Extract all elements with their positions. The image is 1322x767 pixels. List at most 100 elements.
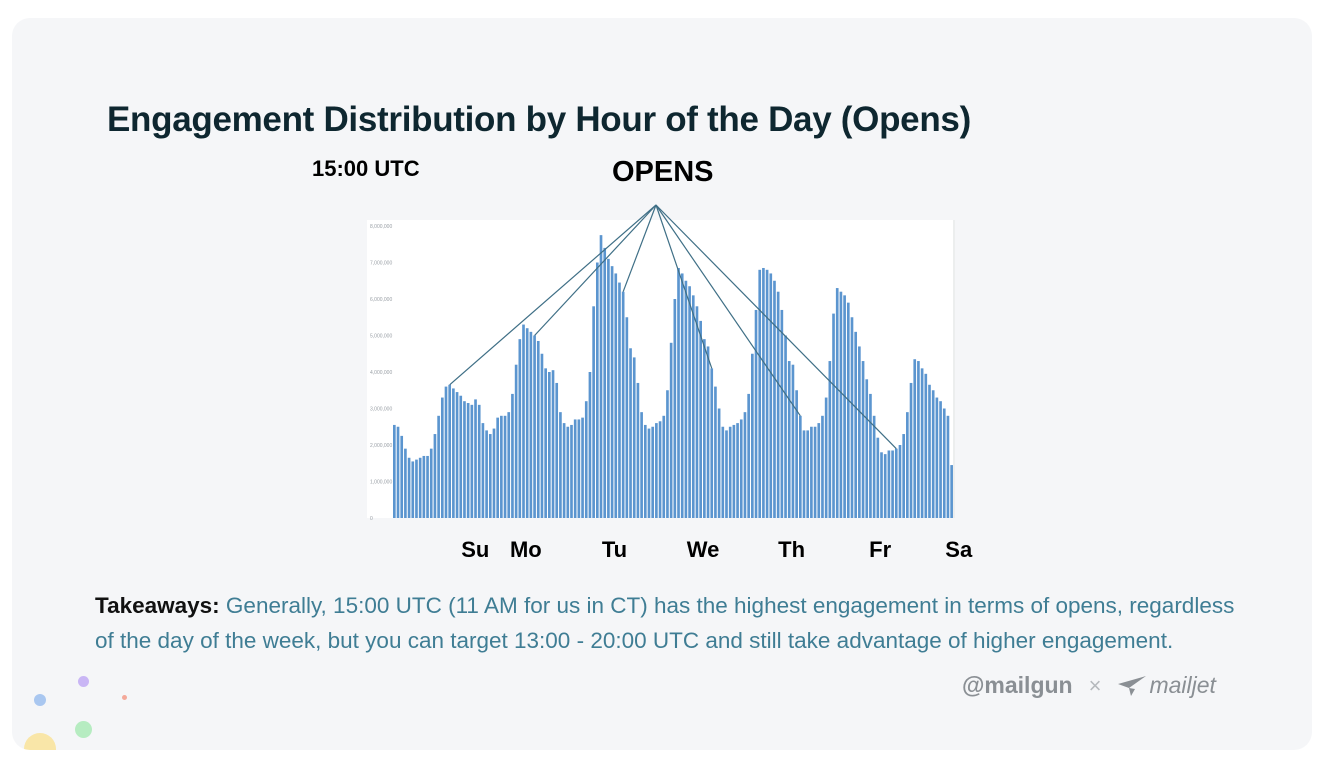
- bar: [688, 286, 691, 518]
- bar: [725, 430, 728, 518]
- bar: [942, 408, 946, 518]
- bar: [500, 415, 503, 518]
- bar: [898, 445, 902, 518]
- bar: [858, 346, 861, 518]
- bar: [477, 404, 481, 518]
- bar: [655, 423, 658, 518]
- bar: [437, 415, 440, 518]
- bar: [514, 364, 518, 518]
- bar: [784, 335, 787, 518]
- bar: [684, 280, 688, 518]
- bar: [533, 335, 536, 518]
- bar: [721, 426, 725, 518]
- bar: [459, 395, 463, 518]
- bar: [481, 423, 485, 518]
- bar: [470, 404, 474, 518]
- bar: [448, 384, 452, 518]
- takeaways-text: Generally, 15:00 UTC (11 AM for us in CT…: [95, 593, 1235, 653]
- bar: [920, 368, 924, 518]
- mailgun-logo: @mailgun: [962, 672, 1073, 698]
- bar: [909, 382, 913, 518]
- bar: [706, 346, 710, 518]
- bar: [496, 417, 499, 519]
- bar: [651, 426, 655, 518]
- paper-plane-icon: [1118, 675, 1147, 696]
- decor-dot-purple: [78, 676, 89, 687]
- bar: [939, 401, 942, 518]
- bar: [717, 408, 721, 518]
- bar: [758, 269, 762, 518]
- logo-separator: ×: [1088, 672, 1102, 698]
- bar: [570, 424, 573, 518]
- bar: [592, 306, 595, 518]
- bar: [640, 412, 643, 518]
- bar: [883, 454, 887, 519]
- bar: [607, 258, 610, 518]
- slide-title: Engagement Distribution by Hour of the D…: [107, 100, 971, 139]
- bar: [828, 361, 832, 518]
- bar: [714, 386, 717, 518]
- takeaways-paragraph: Takeaways: Generally, 15:00 UTC (11 AM f…: [95, 588, 1245, 658]
- bar: [658, 421, 662, 518]
- y-tick-label: 5,000,000: [370, 334, 392, 340]
- bar: [902, 434, 905, 518]
- bar: [662, 415, 666, 518]
- bar: [511, 393, 514, 518]
- bar: [869, 393, 872, 518]
- bar: [791, 364, 795, 518]
- bar: [821, 415, 824, 518]
- bar: [643, 424, 647, 518]
- bar: [426, 455, 429, 518]
- bar: [739, 419, 743, 518]
- bar: [559, 412, 562, 518]
- bar: [429, 448, 433, 518]
- bar: [444, 386, 448, 518]
- bar: [887, 450, 891, 518]
- bar: [440, 397, 444, 518]
- bar: [928, 384, 931, 518]
- bar: [710, 368, 714, 518]
- y-tick-label: 3,000,000: [370, 407, 392, 413]
- bar: [573, 419, 577, 518]
- brand-logos: @mailgun × mailjet: [962, 672, 1216, 699]
- bar: [404, 448, 407, 518]
- bar: [680, 273, 684, 518]
- bar: [529, 331, 533, 518]
- bar: [452, 388, 455, 518]
- y-tick-label: 8,000,000: [370, 224, 392, 230]
- bar: [603, 247, 607, 518]
- bar: [876, 437, 880, 518]
- bar: [872, 415, 876, 518]
- bar: [798, 415, 802, 518]
- bar: [540, 353, 544, 518]
- bar: [917, 361, 920, 518]
- bar: [418, 457, 422, 518]
- bar: [677, 267, 680, 518]
- bar: [754, 309, 758, 518]
- decor-dot-red: [122, 695, 127, 700]
- day-label: Su: [461, 537, 489, 562]
- bar: [548, 372, 551, 518]
- bar: [492, 428, 496, 518]
- bar: [618, 282, 621, 518]
- bar: [861, 361, 865, 518]
- bar: [669, 342, 673, 518]
- mailjet-wordmark: mailjet: [1149, 672, 1216, 698]
- bar: [773, 280, 776, 518]
- bar: [614, 273, 618, 518]
- bar: [787, 361, 791, 518]
- y-tick-label: 4,000,000: [370, 370, 392, 376]
- day-label: Fr: [869, 537, 891, 562]
- peak-leader-line: [655, 204, 713, 369]
- bar: [691, 295, 695, 518]
- bar: [673, 299, 677, 518]
- bar: [835, 288, 839, 518]
- bar: [522, 324, 525, 518]
- bar: [415, 459, 418, 518]
- bar: [588, 372, 592, 518]
- bar: [551, 370, 555, 518]
- day-label: Sa: [945, 537, 973, 562]
- bar: [846, 302, 850, 518]
- peak-leader-line: [655, 204, 897, 450]
